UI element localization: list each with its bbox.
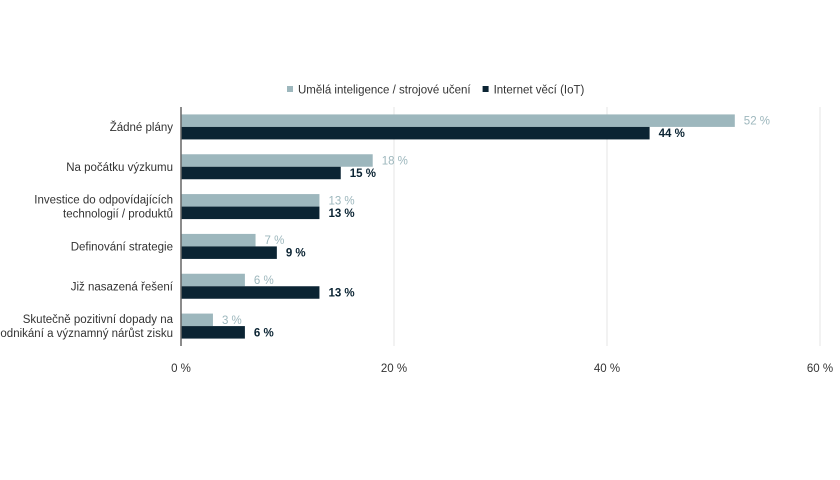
data-label-ai-ml: 13 % (328, 195, 354, 207)
bar-ai-ml (181, 114, 735, 127)
category-label: Investice do odpovídajících (34, 195, 173, 207)
data-label-iot: 13 % (328, 288, 354, 300)
legend-label: Internet věcí (IoT) (494, 85, 585, 97)
legend-label: Umělá inteligence / strojové učení (298, 85, 471, 97)
data-label-iot: 15 % (350, 168, 376, 180)
x-tick-label: 60 % (807, 363, 833, 375)
category-label: Na počátku výzkumu (66, 162, 173, 174)
bar-iot (181, 246, 277, 259)
bar-iot (181, 126, 650, 140)
x-axis-ticks: 0 % 20 % 40 % 60 % (171, 363, 833, 375)
data-label-iot: 9 % (286, 248, 306, 260)
bars: 52 %44 %18 %15 %13 %13 %7 %9 %6 %13 %3 %… (181, 114, 770, 339)
bar-iot (181, 286, 320, 299)
x-tick-label: 0 % (171, 363, 191, 375)
category-labels: Žádné plány Na počátku výzkumu Investice d… (0, 121, 174, 340)
data-label-ai-ml: 3 % (222, 315, 242, 327)
bar-ai-ml (181, 154, 373, 167)
bar-iot (181, 166, 341, 180)
category-label: Již nasazená řešení (71, 281, 174, 293)
x-tick-label: 40 % (594, 363, 620, 375)
legend-swatch (287, 86, 293, 92)
data-label-iot: 13 % (328, 208, 354, 220)
data-label-ai-ml: 6 % (254, 275, 274, 287)
grid-lines (393, 107, 821, 346)
legend-swatch (482, 86, 489, 92)
bar-ai-ml (181, 273, 245, 287)
bar-ai-ml (181, 313, 213, 327)
category-label: podnikání a významný nárůst zisku (0, 328, 173, 340)
bar-ai-ml (181, 194, 320, 207)
category-label: technologií / produktů (63, 209, 173, 221)
bar-iot (181, 326, 245, 339)
bar-iot (181, 206, 320, 220)
data-label-iot: 6 % (254, 327, 274, 339)
legend: Umělá inteligence / strojové učení Intern… (287, 85, 585, 97)
x-tick-label: 20 % (381, 363, 407, 375)
data-label-ai-ml: 52 % (744, 116, 770, 128)
data-label-iot: 44 % (659, 128, 685, 140)
data-label-ai-ml: 18 % (382, 156, 408, 168)
category-label: Skutečně pozitivní dopady na (23, 314, 174, 326)
category-label: Definování strategie (71, 241, 173, 253)
bar-ai-ml (181, 233, 256, 247)
data-label-ai-ml: 7 % (265, 235, 285, 247)
category-label: Žádné plány (110, 121, 174, 134)
